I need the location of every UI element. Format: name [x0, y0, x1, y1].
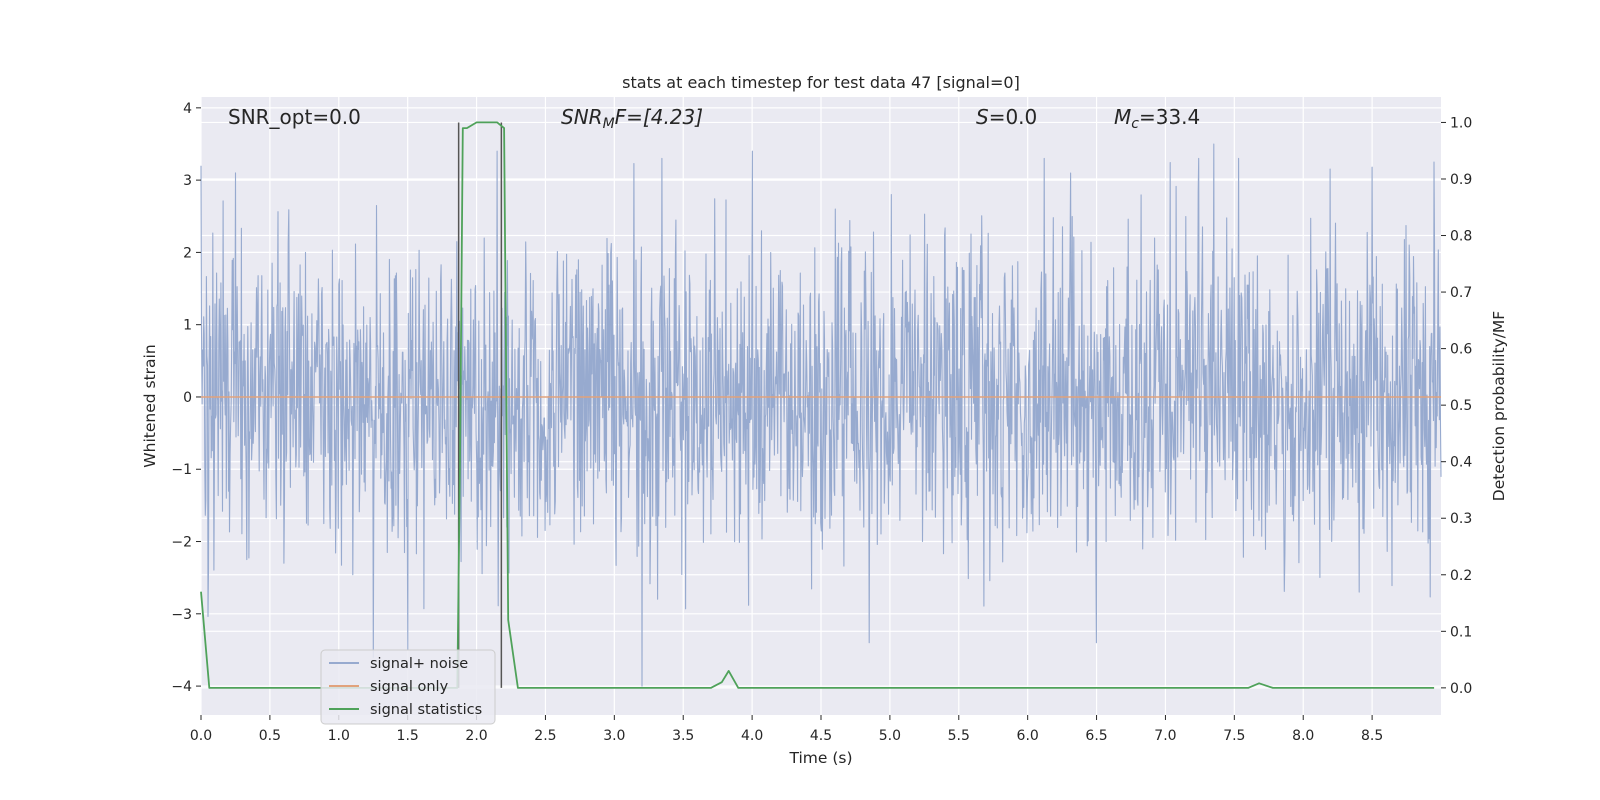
x-axis-label: Time (s) — [788, 749, 852, 767]
annotation-s: S=0.0 — [976, 105, 1037, 129]
annotation-mc: Mc=33.4 — [1114, 105, 1200, 132]
signal-noise-series — [200, 143, 1442, 687]
y-left-tick-label: 1 — [183, 318, 192, 334]
y-right-axis-label: Detection probability/MF — [1490, 311, 1508, 502]
x-tick-label: 1.5 — [397, 728, 419, 744]
y-right-tick-label: 0.2 — [1450, 568, 1472, 584]
y-left-tick-label: 0 — [183, 390, 192, 406]
y-right-axis-ticks: 1.0 0.9 0.8 0.7 0.6 0.5 0.4 0.3 0.2 0.1 0.0 — [1441, 115, 1472, 697]
x-tick-label: 4.0 — [741, 728, 763, 744]
y-right-tick-label: 0.4 — [1450, 455, 1472, 471]
x-tick-label: 0.5 — [259, 728, 281, 744]
legend-label-signal-statistics: signal statistics — [370, 702, 482, 718]
x-tick-label: 4.5 — [810, 728, 832, 744]
legend-label-signal-only: signal only — [370, 679, 449, 695]
x-tick-label: 7.0 — [1154, 728, 1176, 744]
y-right-tick-label: 0.6 — [1450, 342, 1472, 358]
x-tick-label: 1.0 — [328, 728, 350, 744]
y-right-tick-label: 0.8 — [1450, 229, 1472, 245]
y-right-tick-label: 0.9 — [1450, 172, 1472, 188]
annotation-s-value: =0.0 — [989, 105, 1038, 129]
annotation-s-label: S — [976, 105, 989, 129]
x-axis-ticks: 0.0 0.5 1.0 1.5 2.0 2.5 3.0 3.5 4.0 4.5 5.0 5.5 6.0 6… — [190, 715, 1383, 744]
x-tick-label: 5.5 — [948, 728, 970, 744]
y-left-tick-label: −3 — [171, 607, 192, 623]
y-left-axis-ticks: 4 3 2 1 0 −1 −2 −3 −4 — [171, 101, 201, 695]
legend-label-signal-noise: signal+ noise — [370, 656, 468, 672]
x-tick-label: 7.5 — [1223, 728, 1245, 744]
x-tick-label: 6.5 — [1085, 728, 1107, 744]
x-tick-label: 8.5 — [1361, 728, 1383, 744]
chart-title: stats at each timestep for test data 47 … — [622, 73, 1020, 92]
y-right-tick-label: 1.0 — [1450, 115, 1472, 131]
x-tick-label: 6.0 — [1017, 728, 1039, 744]
annotation-mc-subscript: c — [1131, 116, 1139, 132]
x-tick-label: 0.0 — [190, 728, 212, 744]
x-tick-label: 2.0 — [465, 728, 487, 744]
y-right-tick-label: 0.5 — [1450, 398, 1472, 414]
y-left-tick-label: 4 — [183, 101, 192, 117]
annotation-snr-mf-value: F=[4.23] — [615, 105, 703, 129]
annotation-mc-label: M — [1114, 105, 1131, 129]
y-right-tick-label: 0.7 — [1450, 285, 1472, 301]
annotation-snr-mf-label: SNR — [561, 105, 603, 129]
legend: signal+ noise signal only signal statist… — [320, 649, 496, 725]
x-tick-label: 5.0 — [879, 728, 901, 744]
x-tick-label: 8.0 — [1292, 728, 1314, 744]
annotation-mc-value: =33.4 — [1139, 105, 1200, 129]
annotation-snr-mf: SNRMF=[4.23] — [561, 105, 703, 132]
y-left-tick-label: −2 — [171, 535, 192, 551]
y-left-tick-label: 2 — [183, 245, 192, 261]
y-right-tick-label: 0.3 — [1450, 511, 1472, 527]
x-tick-label: 3.5 — [672, 728, 694, 744]
y-left-tick-label: −1 — [171, 462, 192, 478]
annotation-snr-opt: SNR_opt=0.0 — [228, 105, 361, 129]
x-tick-label: 2.5 — [534, 728, 556, 744]
signal-noise-line — [200, 143, 1442, 687]
y-left-axis-label: Whitened strain — [141, 344, 159, 467]
y-right-tick-label: 0.1 — [1450, 624, 1472, 640]
legend-frame — [320, 649, 496, 725]
y-left-tick-label: −4 — [171, 679, 192, 695]
y-right-tick-label: 0.0 — [1450, 681, 1472, 697]
x-tick-label: 3.0 — [603, 728, 625, 744]
y-left-tick-label: 3 — [183, 173, 192, 189]
annotation-snr-mf-subscript: M — [603, 116, 615, 132]
